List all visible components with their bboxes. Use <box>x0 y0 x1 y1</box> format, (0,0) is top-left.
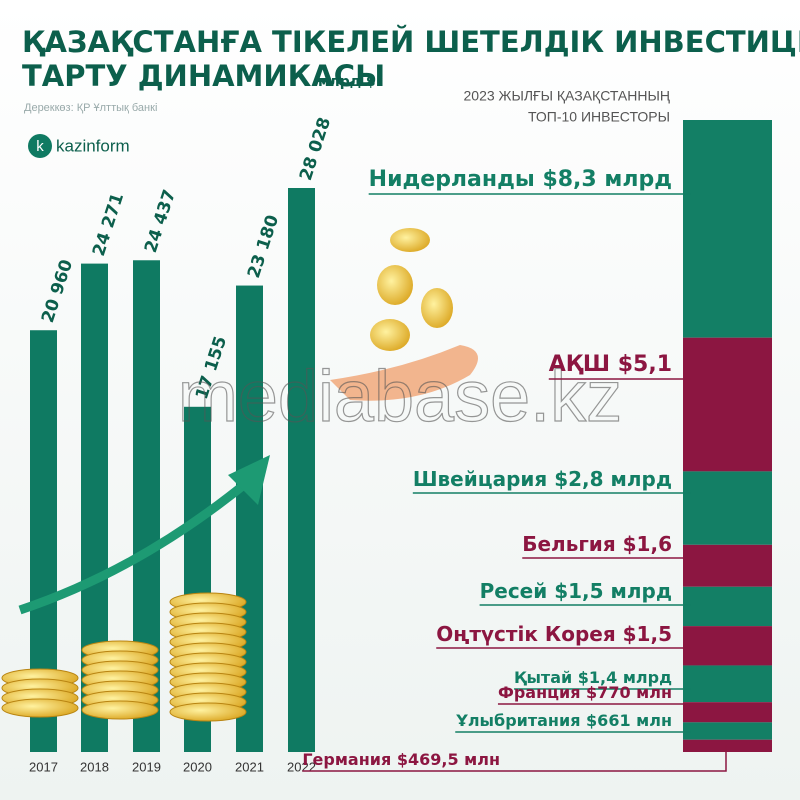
country: Оңтүстік Корея <box>436 622 615 646</box>
logo: kazinform <box>56 136 130 155</box>
investor-label: Қытай $1,4 млрд <box>514 668 672 687</box>
coin <box>1 698 79 718</box>
watermark: mediabase.kz <box>178 357 622 437</box>
value-label: $1,6 <box>623 532 672 556</box>
investor-label: Ұлыбритания $661 млн <box>455 711 672 730</box>
value-label: $661 млн <box>586 711 672 730</box>
investor-label: АҚШ $5,1 <box>549 352 672 377</box>
stack-segment <box>683 337 772 472</box>
right-title: ТОП-10 ИНВЕСТОРЫ <box>528 109 670 125</box>
right-title: 2023 ЖЫЛҒЫ ҚАЗАҚСТАННЫҢ <box>464 88 671 104</box>
stack-segment <box>683 722 772 740</box>
value-label: $469,5 млн <box>397 750 500 769</box>
country: Нидерланды <box>369 167 535 192</box>
country: Швейцария <box>413 467 547 491</box>
stack-segment <box>683 544 772 587</box>
logo-mark <box>28 134 52 158</box>
value-label: $770 млн <box>586 683 672 702</box>
country: Бельгия <box>522 532 615 556</box>
bar <box>288 188 315 752</box>
title-line: ҚАЗАҚСТАНҒА ТІКЕЛЕЙ ШЕТЕЛДІК ИНВЕСТИЦИЯЛ… <box>22 25 800 59</box>
value-label: $8,3 млрд <box>542 167 672 192</box>
value-label: $2,8 млрд <box>554 467 672 491</box>
source: Дереккөз: ҚР Ұлттық банкі <box>24 102 157 114</box>
value-label: $1,5 млрд <box>554 579 672 603</box>
value-label: $5,1 <box>618 352 672 377</box>
investor-label: Франция $770 млн <box>498 683 672 702</box>
investor-label: Оңтүстік Корея $1,5 <box>436 622 672 646</box>
stack-segment <box>683 586 772 627</box>
country: Германия <box>302 750 391 769</box>
x-tick-label: 2017 <box>29 759 58 774</box>
country: Франция <box>498 683 581 702</box>
stack-segment <box>683 665 772 703</box>
value-label: $1,5 <box>623 622 672 646</box>
coin <box>81 700 159 720</box>
x-tick-label: 2018 <box>80 759 109 774</box>
stack-segment <box>683 702 772 723</box>
logo-letter: k <box>36 138 44 155</box>
stack-segment <box>683 739 772 752</box>
stack-segment <box>683 120 772 338</box>
leader-line <box>302 745 727 772</box>
stack-segment <box>683 626 772 666</box>
investor-label: Нидерланды $8,3 млрд <box>369 167 672 192</box>
coin <box>169 702 247 722</box>
value-label: $1,4 млрд <box>578 668 672 687</box>
country: Ұлыбритания <box>455 711 580 730</box>
decoration <box>18 228 478 615</box>
country: АҚШ <box>549 352 610 377</box>
investor-label: Бельгия $1,6 <box>522 532 672 556</box>
investor-label: Швейцария $2,8 млрд <box>413 467 672 491</box>
country: Қытай <box>514 668 572 687</box>
investor-label: Германия $469,5 млн <box>302 750 500 769</box>
investor-label: Ресей $1,5 млрд <box>480 579 672 603</box>
stack-segment <box>683 471 772 545</box>
title-line: ТАРТУ ДИНАМИКАСЫ <box>22 59 385 93</box>
x-tick-label: 2019 <box>132 759 161 774</box>
x-tick-label: 2021 <box>235 759 264 774</box>
x-tick-label: 2020 <box>183 759 212 774</box>
country: Ресей <box>480 579 548 603</box>
unit: млрд $ <box>318 74 376 90</box>
